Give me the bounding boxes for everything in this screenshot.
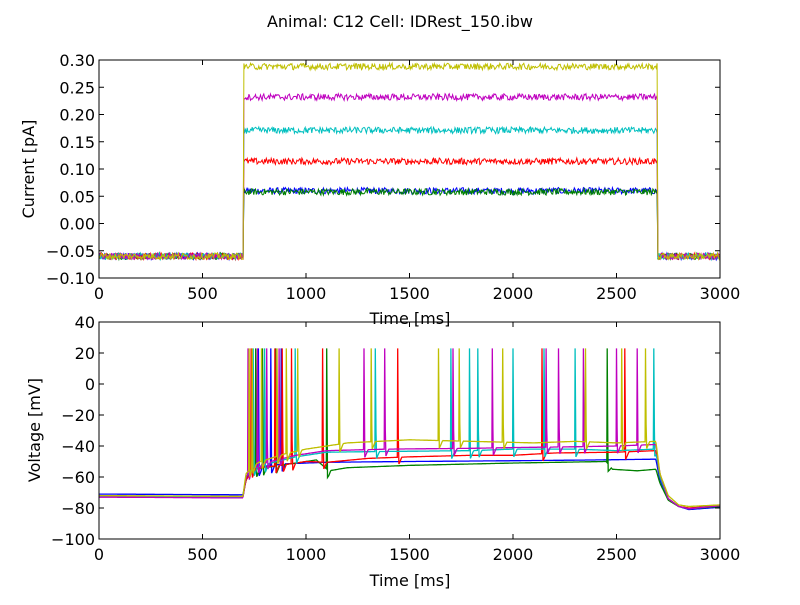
voltage-series-cyan xyxy=(99,348,720,510)
current-x-tick-label: 0 xyxy=(94,284,104,303)
current-y-tick-label: 0.00 xyxy=(59,215,95,234)
current-series-red xyxy=(99,156,720,262)
current-x-tick-label: 500 xyxy=(187,284,218,303)
figure-title: Animal: C12 Cell: IDRest_150.ibw xyxy=(267,12,533,32)
voltage-x-tick-label: 2000 xyxy=(493,545,534,564)
voltage-y-tick-label: −60 xyxy=(61,468,95,487)
voltage-y-tick-label: −40 xyxy=(61,437,95,456)
voltage-y-axis-label: Voltage [mV] xyxy=(25,378,44,482)
current-y-tick-label: 0.20 xyxy=(59,106,95,125)
voltage-series-magenta xyxy=(99,348,720,510)
current-x-tick-label: 2000 xyxy=(493,284,534,303)
voltage-x-tick-label: 1500 xyxy=(389,545,430,564)
voltage-y-tick-label: 20 xyxy=(75,344,95,363)
current-y-tick-label: 0.10 xyxy=(59,160,95,179)
voltage-y-tick-label: −20 xyxy=(61,406,95,425)
current-x-tick-label: 3000 xyxy=(700,284,741,303)
voltage-panel: 0 500 1000 1500 2000 2500 3000 −100 −80 −60 −40 −2… xyxy=(25,313,740,590)
voltage-y-ticks: −100 −80 −60 −40 −20 0 20 40 xyxy=(51,313,720,549)
current-x-axis-label: Time [ms] xyxy=(369,309,451,328)
voltage-y-tick-label: −100 xyxy=(51,530,95,549)
current-y-axis-label: Current [pA] xyxy=(19,120,38,219)
voltage-x-tick-label: 0 xyxy=(94,545,104,564)
current-x-tick-label: 1000 xyxy=(286,284,327,303)
voltage-x-ticks: 0 500 1000 1500 2000 2500 3000 xyxy=(94,322,740,564)
current-x-tick-label: 2500 xyxy=(596,284,637,303)
current-y-tick-label: 0.30 xyxy=(59,51,95,70)
current-x-ticks: 0 500 1000 1500 2000 2500 3000 xyxy=(94,60,740,303)
current-y-tick-label: 0.15 xyxy=(59,133,95,152)
voltage-traces xyxy=(99,348,720,511)
voltage-y-tick-label: 40 xyxy=(75,313,95,332)
voltage-y-tick-label: −80 xyxy=(61,499,95,518)
voltage-y-tick-label: 0 xyxy=(85,375,95,394)
current-y-tick-label: −0.05 xyxy=(46,242,95,261)
current-y-ticks: −0.10 −0.05 0.00 0.05 0.10 0.15 0.20 0.25 0.30 xyxy=(46,51,720,288)
voltage-x-tick-label: 3000 xyxy=(700,545,741,564)
voltage-x-tick-label: 1000 xyxy=(286,545,327,564)
voltage-x-axis-label: Time [ms] xyxy=(369,571,451,590)
current-y-tick-label: 0.05 xyxy=(59,187,95,206)
current-panel: 0 500 1000 1500 2000 2500 3000 −0.10−0.050.000… xyxy=(19,51,740,328)
current-y-tick-label: −0.10 xyxy=(46,269,95,288)
voltage-x-tick-label: 2500 xyxy=(596,545,637,564)
voltage-x-tick-label: 500 xyxy=(187,545,218,564)
current-y-tick-label: 0.25 xyxy=(59,78,95,97)
current-x-tick-label: 1500 xyxy=(389,284,430,303)
voltage-series-olive xyxy=(99,348,720,508)
voltage-series-blue xyxy=(99,348,720,511)
